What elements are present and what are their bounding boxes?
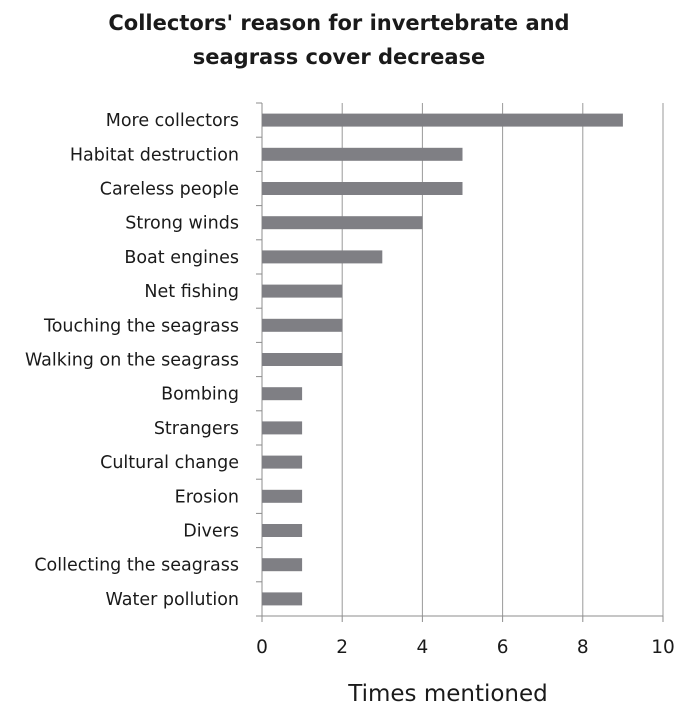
bar	[262, 455, 303, 469]
category-label: Divers	[183, 522, 239, 542]
tick-labels: 0 2 4 6 8 10	[256, 637, 675, 658]
category-label: Collecting the seagrass	[34, 556, 239, 576]
chart-title: Collectors' reason for invertebrate and …	[0, 6, 678, 74]
bar	[262, 524, 303, 537]
x-tick-label: 10	[651, 637, 675, 658]
bars	[262, 113, 623, 606]
category-label: More collectors	[106, 111, 239, 131]
bar	[262, 592, 303, 606]
category-label: Erosion	[175, 487, 239, 507]
category-label: Careless people	[100, 180, 239, 200]
x-axis-title: Times mentioned	[347, 681, 548, 704]
category-label: Walking on the seagrass	[25, 351, 239, 371]
chart-title-line-1: Collectors' reason for invertebrate and	[108, 11, 570, 35]
bar	[262, 182, 463, 195]
category-label: Habitat destruction	[70, 145, 239, 165]
bar	[262, 353, 343, 366]
bar	[262, 387, 303, 401]
bar	[262, 421, 303, 435]
category-label: Strong winds	[125, 214, 239, 234]
x-tick-label: 2	[336, 637, 348, 658]
category-labels: More collectors Habitat destruction Carele…	[25, 111, 239, 610]
category-label: Strangers	[154, 419, 239, 439]
bar	[262, 318, 343, 332]
bar	[262, 250, 383, 264]
bar	[262, 216, 423, 230]
chart-title-line-2: seagrass cover decrease	[192, 45, 486, 69]
category-label: Water pollution	[106, 590, 239, 610]
category-label: Bombing	[161, 385, 239, 405]
bar	[262, 113, 623, 127]
bar	[262, 558, 303, 572]
bar	[262, 284, 343, 298]
x-tick-label: 8	[577, 637, 589, 658]
bar	[262, 489, 303, 503]
category-label: Net fishing	[144, 282, 239, 302]
x-tick-label: 6	[497, 637, 509, 658]
grid-lines	[341, 103, 664, 616]
category-label: Touching the seagrass	[43, 316, 239, 336]
x-tick-label: 4	[417, 637, 429, 658]
bar	[262, 147, 463, 161]
category-label: Boat engines	[124, 248, 239, 268]
category-label: Cultural change	[100, 453, 239, 473]
x-tick-label: 0	[256, 637, 268, 658]
